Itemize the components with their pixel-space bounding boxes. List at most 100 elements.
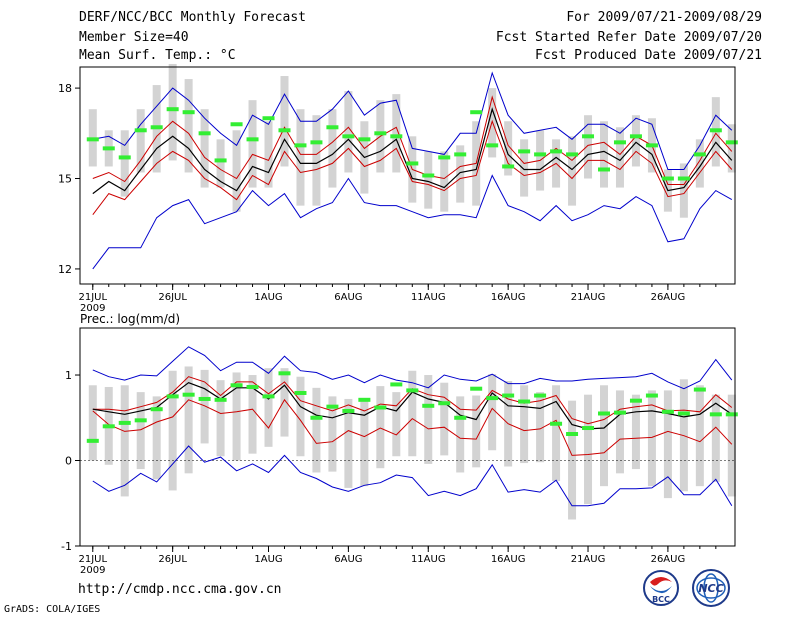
observed-mark (294, 390, 307, 395)
ensemble-box (600, 121, 608, 188)
x-tick-label: 16AUG (491, 554, 526, 565)
ensemble-box (520, 385, 529, 464)
ensemble-box (568, 136, 577, 206)
observed-mark (262, 116, 275, 121)
series-min-line (92, 445, 733, 507)
observed-mark (278, 371, 291, 376)
observed-mark (406, 161, 419, 166)
ensemble-box (136, 392, 145, 470)
panel-title: Prec.: log(mm/d) (80, 312, 180, 326)
ensemble-box (615, 127, 624, 188)
bcc-logo: BCC (643, 570, 679, 606)
ensemble-box (88, 385, 97, 461)
title: DERF/NCC/BCC Monthly Forecast (79, 10, 306, 25)
observed-mark (166, 107, 179, 112)
series-mean-line (92, 107, 733, 195)
ensemble-box (424, 151, 433, 209)
ensemble-box (232, 372, 241, 461)
observed-mark (693, 387, 706, 392)
observed-mark (677, 411, 690, 416)
ensemble-box (216, 380, 225, 457)
observed-mark (166, 394, 179, 399)
ensemble-box (536, 392, 545, 463)
ensemble-box (504, 121, 513, 176)
x-tick-label: 21JUL (78, 554, 107, 565)
observed-mark (518, 149, 531, 154)
observed-mark (454, 152, 467, 157)
observed-mark (470, 386, 483, 391)
observed-mark (358, 397, 371, 402)
ensemble-box (216, 139, 225, 188)
ensemble-box (663, 390, 672, 499)
observed-mark (709, 128, 722, 133)
observed-mark (422, 403, 435, 408)
ensemble-box (727, 124, 736, 173)
observed-mark (294, 143, 307, 148)
ensemble-box (264, 368, 273, 447)
x-tick-label: 26AUG (651, 554, 686, 565)
y-tick-label: 12 (58, 263, 72, 276)
year-label: 2009 (80, 565, 105, 576)
y-tick-label: -1 (61, 540, 72, 553)
panel-1: 12 15 18 21JUL 26JUL 1AUG 6AUG 11AUG 16AUG 21AUG 2… (58, 63, 738, 314)
x-tick-label: 1AUG (254, 292, 282, 303)
observed-mark (246, 137, 259, 142)
panel-2: -1 0 1 21JUL 26JUL 1AUG 6AUG 11AUG 16AUG 21AUG 26A… (61, 312, 738, 576)
ensemble-box (631, 115, 640, 167)
observed-mark (438, 401, 451, 406)
observed-mark (182, 110, 195, 115)
observed-mark (550, 149, 563, 154)
observed-mark (310, 415, 323, 420)
observed-mark (534, 152, 547, 157)
observed-mark (86, 137, 99, 142)
observed-mark (150, 125, 163, 130)
observed-mark (645, 143, 658, 148)
ensemble-box (328, 109, 337, 188)
ensemble-box (280, 76, 289, 167)
y-tick-label: 18 (58, 82, 72, 95)
observed-mark (230, 122, 243, 127)
ensemble-box (695, 139, 704, 188)
ensemble-box (647, 390, 656, 487)
plot-frame (79, 327, 736, 547)
logos: BCC NCC (643, 569, 730, 607)
x-tick-label: 21AUG (571, 292, 606, 303)
forecast-period: For 2009/07/21-2009/08/29 (566, 10, 762, 25)
observed-mark (118, 155, 131, 160)
x-tick-label: 6AUG (334, 292, 362, 303)
ensemble-box (711, 394, 720, 482)
observed-mark (150, 407, 163, 412)
footer-url[interactable]: http://cmdp.ncc.cma.gov.cn (78, 582, 282, 597)
variable-label: Mean Surf. Temp.: °C (79, 48, 236, 63)
ensemble-box (184, 366, 193, 474)
ensemble-box (136, 109, 145, 173)
series-max-line (92, 346, 733, 390)
ensemble-box (392, 392, 401, 457)
x-tick-label: 1AUG (254, 554, 282, 565)
observed-mark (629, 398, 642, 403)
ensemble-box (520, 139, 529, 197)
observed-mark (422, 173, 435, 178)
observed-mark (454, 415, 467, 420)
observed-mark (613, 410, 626, 415)
observed-mark (550, 421, 563, 426)
observed-mark (486, 396, 499, 401)
observed-mark (198, 131, 211, 136)
year-label: 2009 (80, 303, 105, 314)
observed-mark (693, 152, 706, 157)
ensemble-box (328, 396, 337, 472)
ensemble-box (296, 109, 305, 206)
ensemble-box (376, 386, 385, 469)
observed-mark (134, 418, 147, 423)
observed-mark (566, 432, 579, 437)
observed-mark (374, 131, 387, 136)
observed-mark (486, 143, 499, 148)
x-tick-label: 11AUG (411, 554, 446, 565)
observed-mark (374, 405, 387, 410)
ensemble-box (472, 395, 481, 468)
ensemble-box (264, 121, 273, 188)
x-tick-label: 21AUG (571, 554, 606, 565)
observed-mark (645, 393, 658, 398)
observed-mark (518, 399, 531, 404)
x-tick-label: 11AUG (411, 292, 446, 303)
